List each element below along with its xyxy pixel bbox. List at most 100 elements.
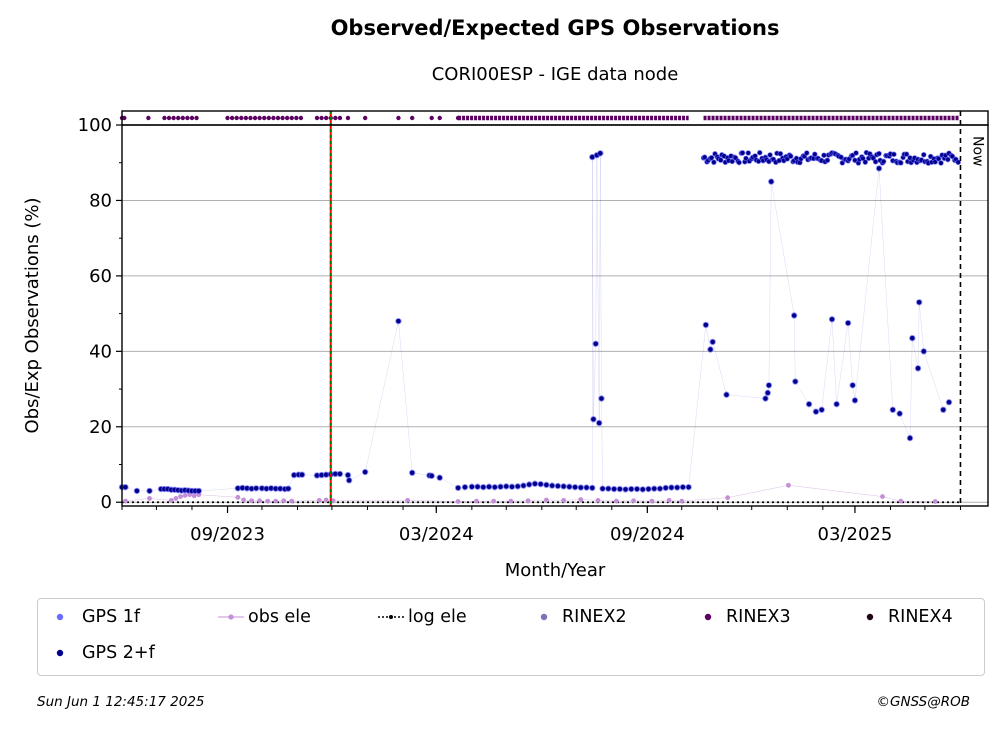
obs-ele-point	[649, 498, 655, 504]
rinex3-point	[271, 115, 276, 121]
gps2f-point	[299, 472, 305, 477]
gps2f-point	[249, 486, 254, 491]
gps2f-point	[940, 407, 946, 413]
obs-ele-point	[289, 498, 295, 504]
gps2f-point	[743, 156, 749, 161]
obs-ele-point	[249, 498, 255, 504]
rinex3-point	[185, 115, 190, 121]
gps2f-point	[850, 382, 855, 388]
plot-area: 0 20 40 60 80 100 09/2023 03/2024 09/2024 03/2025…	[22, 110, 989, 581]
gps2f-point	[611, 486, 617, 492]
gps2f-point	[921, 349, 927, 354]
obs-ele-point	[898, 498, 904, 504]
gps2f-point	[852, 158, 858, 163]
gps2f-point	[746, 150, 751, 156]
gps2f-point	[890, 407, 896, 413]
gps2f-point	[657, 486, 663, 491]
gps2f-point	[259, 485, 265, 491]
gps2f-point	[123, 484, 128, 490]
gps2f-point	[532, 481, 538, 487]
gps2f-point	[873, 159, 878, 164]
x-tick-label: 09/2024	[610, 524, 685, 545]
gps2f-point	[881, 159, 886, 164]
obs-ele-point	[191, 493, 197, 499]
rinex3-point	[289, 115, 294, 121]
gps2f-point	[845, 320, 851, 326]
gps2f-point	[710, 339, 716, 345]
rinex3-point	[294, 115, 299, 121]
gps2f-point	[736, 160, 742, 165]
obs-ele-point	[578, 497, 584, 502]
gps2f-point	[938, 160, 944, 166]
gps2f-point	[724, 392, 729, 398]
rinex3-point	[345, 115, 351, 121]
chart-title: Observed/Expected GPS Observations	[330, 16, 780, 40]
gps2f-point	[740, 150, 745, 155]
legend-label-log-ele: log ele	[408, 607, 467, 627]
gps2f-point	[538, 481, 543, 487]
legend-item-gps2f: GPS 2+f	[52, 643, 155, 663]
gps2f-point	[753, 153, 758, 159]
gps2f-point	[319, 472, 324, 478]
y-axis-label: Obs/Exp Observations (%)	[22, 197, 43, 433]
obs-ele-point	[330, 498, 336, 504]
legend-label-gps1f: GPS 1f	[82, 607, 141, 627]
obs-ele-point	[147, 496, 152, 501]
obs-ele-point	[880, 494, 885, 499]
rinex3-point	[146, 115, 151, 121]
x-tick-label: 03/2024	[399, 524, 474, 545]
legend-item-obs-ele: obs ele	[218, 607, 311, 627]
gps2f-point	[933, 159, 938, 165]
gps2f-point	[915, 366, 921, 371]
legend-label-gps2f: GPS 2+f	[82, 643, 155, 663]
gps2f-point	[730, 159, 735, 164]
gps2f-point	[640, 487, 646, 492]
legend-item-log-ele: log ele	[378, 607, 467, 627]
obs-ele-point	[281, 498, 287, 504]
obs-ele-point	[525, 498, 531, 504]
gps2f-point	[819, 407, 824, 413]
rinex3-point	[429, 115, 434, 121]
gps2f-point	[766, 382, 772, 388]
gps2f-point	[950, 154, 955, 159]
obs-ele-point	[405, 497, 411, 503]
legend-item-rinex4: RINEX4	[858, 607, 953, 627]
gps2f-point	[756, 159, 761, 164]
gps2f-point	[598, 150, 603, 156]
gps2f-point	[469, 484, 475, 490]
obs-ele-point	[265, 498, 271, 504]
obs-ele-point	[178, 494, 183, 499]
gps2f-point	[147, 488, 152, 494]
gps2f-point	[486, 484, 492, 490]
rinex3-point	[333, 115, 338, 121]
rinex3-point	[280, 115, 285, 121]
gps2f-point	[235, 485, 241, 491]
obs-ele-point	[323, 497, 329, 503]
obs-ele-point	[257, 498, 263, 504]
rinex3-point	[252, 115, 258, 121]
y-tick-label: 40	[89, 341, 112, 362]
gps2f-point	[589, 154, 595, 160]
rinex3-point	[176, 115, 181, 121]
gps2f-point	[708, 347, 713, 352]
rinex3-point	[323, 115, 329, 121]
gps2f-point	[409, 470, 415, 476]
gps2f-point	[549, 483, 555, 488]
legend-item-rinex3: RINEX3	[696, 607, 791, 627]
gps2f-point	[718, 157, 723, 163]
gps2f-point	[578, 485, 584, 490]
gps2f-point	[572, 484, 578, 490]
gps2f-point	[876, 151, 882, 156]
y-tick-label: 60	[89, 266, 112, 287]
obs-ele-point	[491, 498, 497, 504]
gps2f-point	[703, 322, 709, 328]
obs-ele-point	[168, 497, 174, 503]
gps2f-point	[503, 484, 509, 489]
gps2f-point	[437, 475, 443, 481]
gps2f-point	[806, 401, 812, 407]
obs-ele-point	[173, 496, 179, 501]
gps2f-point	[680, 484, 686, 490]
gps2f-point	[268, 485, 274, 491]
rinex3-point	[171, 115, 176, 121]
obs-ele-point	[613, 498, 619, 504]
